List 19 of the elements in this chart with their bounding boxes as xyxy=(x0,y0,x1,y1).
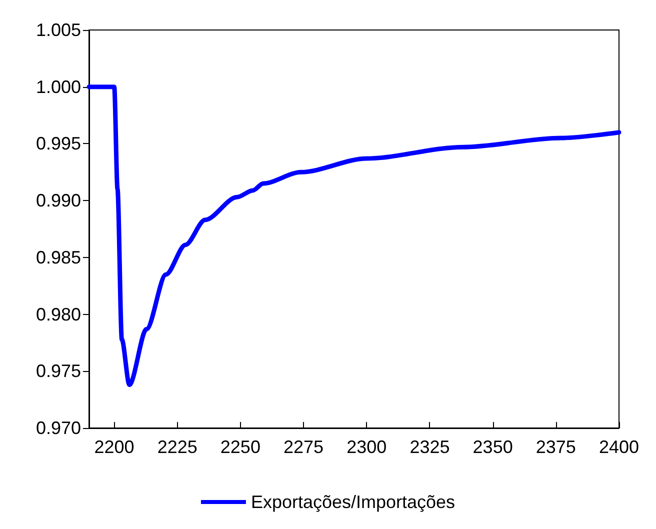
x-tick-label: 2375 xyxy=(536,437,576,457)
legend-label: Exportações/Importações xyxy=(250,492,456,512)
x-tick-label: 2225 xyxy=(157,437,198,457)
y-tick-label: 0.970 xyxy=(36,418,81,438)
x-tick-label: 2275 xyxy=(284,437,324,457)
y-tick-label: 0.990 xyxy=(36,190,81,211)
y-tick-label: 1.005 xyxy=(36,20,81,40)
y-tick-label: 0.995 xyxy=(36,134,81,154)
y-tick-label: 0.985 xyxy=(36,247,81,268)
x-tick-label: 2300 xyxy=(346,437,387,457)
y-tick-label: 1.000 xyxy=(36,76,81,97)
x-tick-label: 2250 xyxy=(220,437,260,457)
x-tick-label: 2400 xyxy=(598,437,640,457)
line-series xyxy=(86,84,622,388)
x-tick-label: 2325 xyxy=(410,437,450,457)
y-tick-label: 0.980 xyxy=(36,304,81,324)
x-tick-label: 2350 xyxy=(472,437,513,457)
x-tick-label: 2200 xyxy=(94,437,134,457)
y-tick-label: 0.975 xyxy=(36,361,81,382)
